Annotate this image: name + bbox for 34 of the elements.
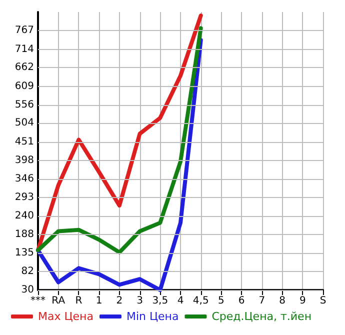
- y-tick-label: 767: [14, 25, 34, 36]
- y-tick-label: 451: [14, 136, 34, 148]
- x-tick-label: R: [75, 296, 82, 306]
- x-tick-label: 9: [299, 296, 306, 306]
- y-tick-label: 135: [14, 248, 34, 259]
- legend-label: Max Цена: [38, 310, 94, 323]
- legend-label: Min Цена: [126, 310, 179, 323]
- y-tick-label: 714: [14, 44, 34, 55]
- x-tick-label: 1: [96, 296, 102, 306]
- y-tick-label: 556: [14, 99, 34, 110]
- legend-label: Сред.Цена, т.йен: [212, 310, 312, 323]
- y-tick-label: 504: [14, 118, 34, 129]
- y-tick-label: 82: [21, 266, 34, 278]
- x-tick-label: 3: [136, 296, 143, 306]
- x-tick-label: 6: [238, 296, 245, 306]
- x-tick-label: 4,5: [192, 296, 209, 306]
- y-tick-label: 346: [14, 173, 34, 184]
- x-tick-label: S: [320, 296, 326, 306]
- y-tick-label: 398: [14, 155, 34, 166]
- x-tick-label: 2: [116, 296, 123, 306]
- line-series: [36, 38, 203, 292]
- y-tick-label: 662: [14, 62, 34, 74]
- y-tick-label: 188: [14, 228, 34, 240]
- x-tick-label: 3,5: [152, 296, 168, 306]
- y-tick-label: 293: [14, 192, 34, 203]
- y-tick-label: 30: [21, 284, 34, 296]
- x-tick-label: 7: [258, 296, 266, 306]
- x-tick-label: RA: [52, 296, 66, 306]
- x-tick-label: 5: [218, 296, 224, 306]
- x-tick-label: 8: [279, 296, 286, 306]
- y-tick-label: 240: [14, 210, 34, 222]
- y-tick-label: 609: [14, 80, 34, 92]
- x-tick-label: ***: [30, 296, 46, 306]
- x-tick-label: 4: [177, 296, 184, 306]
